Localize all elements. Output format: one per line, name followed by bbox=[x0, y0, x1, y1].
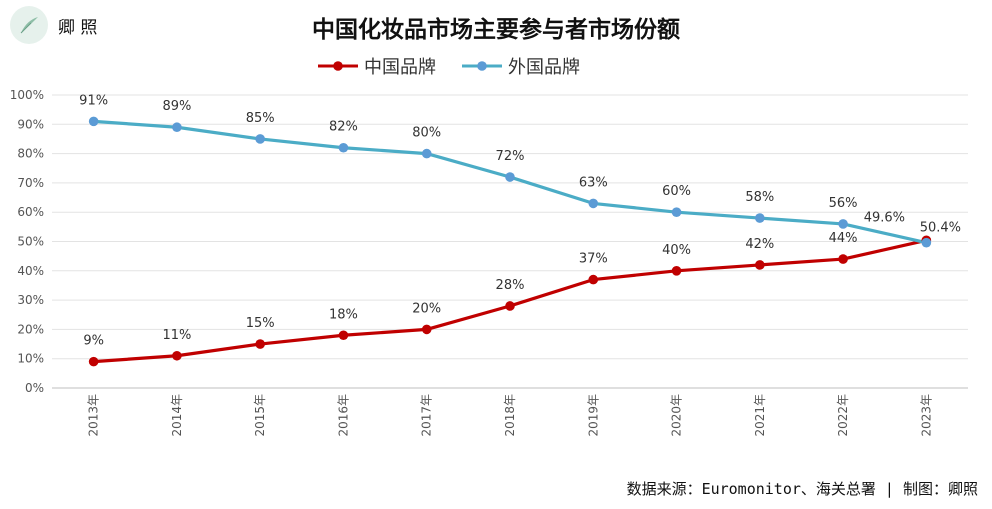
y-tick-label: 80% bbox=[17, 147, 44, 161]
point-china bbox=[88, 356, 99, 367]
data-label-china: 18% bbox=[329, 307, 358, 322]
y-tick-label: 40% bbox=[17, 264, 44, 278]
chart-title: 中国化妆品市场主要参与者市场份额 bbox=[312, 16, 680, 43]
point-china bbox=[588, 274, 599, 285]
x-tick-label: 2015年 bbox=[253, 394, 267, 437]
data-label-china: 20% bbox=[412, 301, 441, 316]
source-note: 数据来源：Euromonitor、海关总署 | 制图：卿照 bbox=[626, 480, 978, 498]
x-tick-label: 2022年 bbox=[836, 394, 850, 437]
data-label-foreign: 89% bbox=[162, 99, 191, 114]
y-tick-label: 10% bbox=[17, 352, 44, 366]
point-china bbox=[755, 260, 765, 270]
x-tick-label: 2013年 bbox=[87, 394, 101, 437]
point-foreign bbox=[755, 213, 765, 223]
x-tick-label: 2017年 bbox=[420, 394, 434, 437]
data-label-foreign: 85% bbox=[246, 111, 275, 126]
x-tick-label: 2023年 bbox=[919, 394, 933, 437]
data-label-foreign: 49.6% bbox=[864, 211, 905, 226]
data-label-china: 9% bbox=[83, 334, 104, 349]
point-foreign bbox=[671, 207, 682, 217]
point-china bbox=[338, 330, 349, 341]
data-label-china: 28% bbox=[496, 278, 525, 293]
point-foreign bbox=[172, 122, 182, 133]
legend-label-foreign: 外国品牌 bbox=[508, 57, 580, 78]
x-tick-label: 2018年 bbox=[503, 394, 517, 437]
data-label-foreign: 63% bbox=[579, 175, 608, 190]
data-label-china: 15% bbox=[246, 316, 275, 331]
data-label-china: 40% bbox=[662, 243, 691, 258]
data-label-foreign: 60% bbox=[662, 184, 691, 199]
point-foreign bbox=[421, 148, 432, 159]
y-tick-label: 30% bbox=[17, 293, 44, 307]
point-china bbox=[505, 301, 515, 311]
data-label-china: 37% bbox=[579, 252, 608, 267]
point-foreign bbox=[505, 172, 515, 182]
data-label-foreign: 56% bbox=[829, 196, 858, 211]
point-china bbox=[172, 350, 182, 361]
point-foreign bbox=[838, 219, 848, 229]
data-label-china: 50.4% bbox=[920, 220, 961, 235]
point-china bbox=[838, 254, 848, 264]
point-foreign bbox=[255, 134, 265, 144]
y-tick-label: 50% bbox=[17, 235, 44, 249]
data-label-foreign: 91% bbox=[79, 93, 108, 108]
point-foreign bbox=[338, 142, 349, 153]
x-tick-label: 2021年 bbox=[753, 394, 767, 437]
data-label-china: 42% bbox=[745, 237, 774, 252]
feather-icon bbox=[10, 6, 48, 44]
brand-name: 卿 照 bbox=[58, 17, 98, 38]
y-tick-label: 0% bbox=[25, 381, 44, 395]
data-label-china: 44% bbox=[829, 231, 858, 246]
x-tick-label: 2020年 bbox=[670, 394, 684, 437]
data-label-foreign: 82% bbox=[329, 120, 358, 135]
point-foreign bbox=[921, 237, 932, 248]
legend-marker-foreign bbox=[477, 61, 487, 71]
legend-label-china: 中国品牌 bbox=[364, 57, 436, 78]
y-tick-label: 90% bbox=[17, 117, 44, 131]
brand-logo: 卿 照 bbox=[10, 6, 97, 44]
point-foreign bbox=[88, 116, 99, 127]
data-label-foreign: 58% bbox=[745, 190, 774, 205]
data-label-foreign: 80% bbox=[412, 126, 441, 141]
point-china bbox=[421, 324, 432, 335]
y-tick-label: 70% bbox=[17, 176, 44, 190]
data-label-foreign: 72% bbox=[496, 149, 525, 164]
y-tick-label: 60% bbox=[17, 205, 44, 219]
y-tick-label: 100% bbox=[10, 88, 44, 102]
x-tick-label: 2014年 bbox=[170, 394, 184, 437]
x-tick-label: 2019年 bbox=[586, 394, 600, 437]
series-line-foreign bbox=[93, 119, 927, 245]
series-line-china bbox=[93, 238, 927, 364]
y-tick-label: 20% bbox=[17, 322, 44, 336]
legend-marker-china bbox=[333, 61, 343, 71]
data-label-china: 11% bbox=[162, 328, 191, 343]
point-china bbox=[255, 339, 265, 349]
point-china bbox=[671, 266, 682, 276]
x-tick-label: 2016年 bbox=[336, 394, 350, 437]
point-foreign bbox=[588, 198, 599, 209]
